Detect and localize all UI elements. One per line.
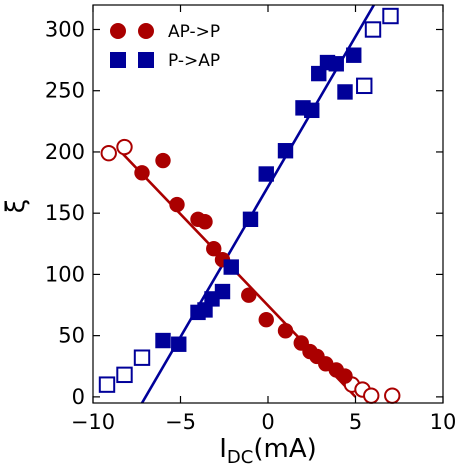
point-s1-filled-15 <box>337 84 353 100</box>
point-s1-filled-6 <box>223 259 239 275</box>
x-tick-label: −5 <box>165 410 196 434</box>
x-axis-label-subscript: DC <box>227 447 253 467</box>
legend-label: AP->P <box>168 22 220 42</box>
x-axis-label-main: I <box>219 434 227 464</box>
point-s1-open-0 <box>98 376 116 393</box>
x-axis-label-unit: (mA) <box>253 434 316 464</box>
x-tick-label: 5 <box>349 410 362 434</box>
x-tick-label: −10 <box>71 410 115 434</box>
point-s0-filled-7 <box>241 287 257 303</box>
x-axis-label: IDC(mA) <box>219 434 317 467</box>
point-s0-filled-8 <box>258 312 274 328</box>
point-s0-open-1 <box>116 138 133 156</box>
point-s1-open-4 <box>364 21 382 38</box>
y-tick-label: 100 <box>45 262 85 286</box>
point-s0-filled-0 <box>155 152 171 169</box>
point-s0-filled-5 <box>206 240 222 257</box>
x-tick-label: 10 <box>430 410 457 434</box>
legend-marker-s0-0 <box>110 23 126 39</box>
legend: AP->P P->AP <box>110 22 220 71</box>
point-s0-filled-2 <box>169 196 185 213</box>
point-s0-filled-1 <box>134 165 150 181</box>
point-s1-filled-1 <box>171 336 187 352</box>
point-s1-filled-8 <box>258 166 274 182</box>
legend-marker-s1-0 <box>110 52 126 68</box>
y-tick-label: 200 <box>45 140 85 164</box>
point-s1-filled-11 <box>304 102 320 119</box>
point-s0-open-4 <box>363 387 380 404</box>
point-s0-open-5 <box>384 387 401 404</box>
point-s1-open-1 <box>116 366 133 384</box>
legend-marker-s1-1 <box>138 52 154 68</box>
x-tick-label: 0 <box>261 410 274 434</box>
legend-marker-s0-1 <box>138 23 154 39</box>
legend-label: P->AP <box>168 51 220 71</box>
y-tick-label: 50 <box>58 324 85 348</box>
point-s1-open-3 <box>356 77 373 95</box>
point-s1-filled-9 <box>277 143 294 159</box>
point-s0-filled-9 <box>277 323 294 339</box>
point-s1-open-5 <box>382 7 399 25</box>
point-s0-filled-15 <box>337 368 353 384</box>
point-s0-open-0 <box>100 144 117 162</box>
point-s1-filled-14 <box>328 56 344 72</box>
point-s1-filled-7 <box>242 211 259 228</box>
y-tick-label: 250 <box>45 79 85 103</box>
data-markers <box>98 7 401 404</box>
point-s0-filled-4 <box>197 214 213 230</box>
point-s1-filled-0 <box>155 332 171 349</box>
point-s1-open-2 <box>133 349 151 366</box>
y-axis-label: ξ <box>1 199 31 214</box>
point-s1-filled-16 <box>346 47 362 63</box>
y-tick-label: 300 <box>45 17 85 41</box>
y-tick-label: 150 <box>45 201 85 225</box>
point-s1-filled-5 <box>214 283 231 300</box>
y-tick-label: 0 <box>72 385 85 409</box>
axis-labels: IDC(mA) ξ <box>1 199 317 467</box>
